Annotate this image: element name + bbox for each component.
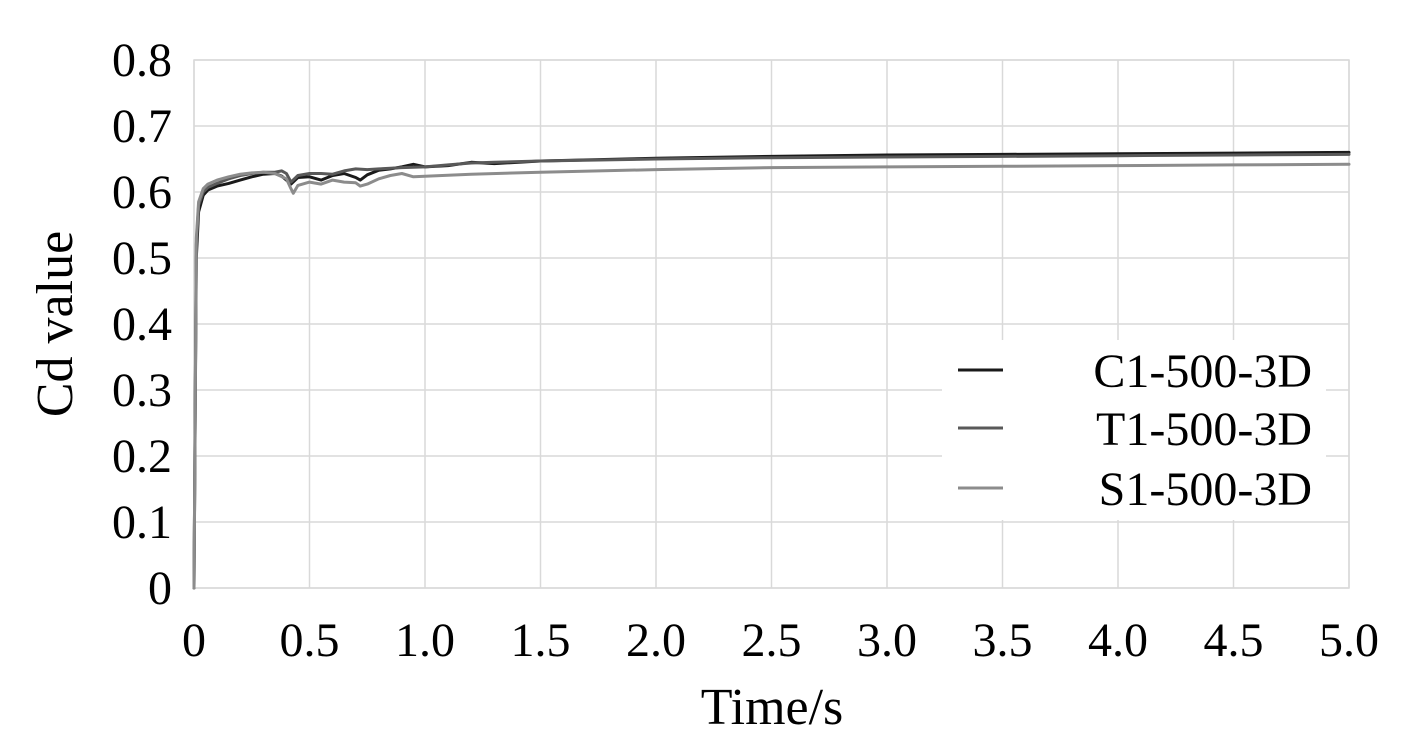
x-tick-label: 1.0 bbox=[395, 614, 455, 667]
legend-label-c1: C1-500-3D bbox=[1093, 345, 1312, 398]
x-tick-label: 3.0 bbox=[857, 614, 917, 667]
y-tick-label: 0.3 bbox=[112, 364, 172, 417]
legend-label-s1: S1-500-3D bbox=[1099, 463, 1312, 516]
legend-entry-t1: T1-500-3D bbox=[958, 403, 1312, 456]
x-tick-label: 2.5 bbox=[742, 614, 802, 667]
series-line-2 bbox=[192, 152, 1351, 590]
x-tick-label: 3.5 bbox=[973, 614, 1033, 667]
plot-frame bbox=[193, 59, 1350, 589]
legend-label-t1: T1-500-3D bbox=[1096, 403, 1312, 456]
y-tick-label: 0 bbox=[148, 562, 172, 615]
x-tick-label: 0.5 bbox=[280, 614, 340, 667]
y-tick-label: 0.2 bbox=[112, 430, 172, 483]
y-tick-label: 0.7 bbox=[112, 100, 172, 153]
y-tick-label: 0.1 bbox=[112, 496, 172, 549]
x-tick-labels: 0 0.5 1.0 1.5 2.0 2.5 3.0 3.5 4.0 4.5 5.0 bbox=[182, 614, 1379, 667]
x-axis-title: Time/s bbox=[701, 679, 844, 732]
y-axis-title: Cd value bbox=[27, 231, 84, 417]
x-tick-label: 4.0 bbox=[1088, 614, 1148, 667]
y-tick-label: 0.4 bbox=[112, 298, 172, 351]
legend-entry-c1: C1-500-3D bbox=[958, 345, 1312, 398]
x-tick-label: 4.5 bbox=[1204, 614, 1264, 667]
y-tick-label: 0.6 bbox=[112, 166, 172, 219]
y-tick-labels: 0 0.1 0.2 0.3 0.4 0.5 0.6 0.7 0.8 bbox=[112, 34, 172, 615]
x-tick-label: 2.0 bbox=[626, 614, 686, 667]
x-tick-label: 1.5 bbox=[511, 614, 571, 667]
legend-background bbox=[942, 340, 1326, 520]
series-group bbox=[192, 150, 1351, 590]
y-tick-label: 0.5 bbox=[112, 232, 172, 285]
series-line-3 bbox=[192, 162, 1351, 590]
legend-entry-s1: S1-500-3D bbox=[958, 463, 1312, 516]
legend: C1-500-3D T1-500-3D S1-500-3D bbox=[942, 340, 1326, 520]
x-tick-label: 5.0 bbox=[1319, 614, 1379, 667]
x-tick-label: 0 bbox=[182, 614, 206, 667]
y-tick-label: 0.8 bbox=[112, 34, 172, 87]
